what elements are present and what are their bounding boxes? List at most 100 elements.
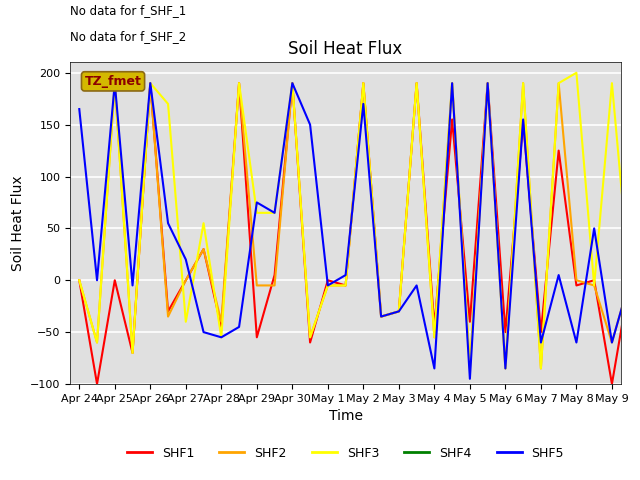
- SHF5: [129, 283, 136, 288]
- SHF1: [537, 329, 545, 335]
- SHF2: [484, 80, 492, 86]
- SHF5: [111, 80, 118, 86]
- Legend: SHF1, SHF2, SHF3, SHF4, SHF5: SHF1, SHF2, SHF3, SHF4, SHF5: [122, 442, 569, 465]
- SHF2: [200, 246, 207, 252]
- SHF3: [76, 277, 83, 283]
- SHF3: [164, 101, 172, 107]
- SHF5: [590, 226, 598, 231]
- SHF3: [271, 210, 278, 216]
- SHF3: [377, 314, 385, 320]
- SHF3: [608, 80, 616, 86]
- SHF1: [555, 148, 563, 154]
- SHF3: [448, 80, 456, 86]
- SHF3: [555, 80, 563, 86]
- SHF5: [626, 277, 634, 283]
- SHF2: [395, 309, 403, 314]
- SHF5: [377, 314, 385, 320]
- Line: SHF3: SHF3: [79, 73, 630, 369]
- Text: No data for f_SHF_2: No data for f_SHF_2: [70, 30, 187, 43]
- SHF5: [537, 340, 545, 346]
- SHF2: [93, 340, 101, 346]
- SHF2: [76, 277, 83, 283]
- Line: SHF5: SHF5: [79, 83, 630, 379]
- SHF2: [413, 80, 420, 86]
- SHF3: [253, 210, 260, 216]
- SHF5: [448, 80, 456, 86]
- SHF1: [395, 309, 403, 314]
- SHF5: [413, 283, 420, 288]
- SHF2: [182, 277, 189, 283]
- SHF2: [164, 314, 172, 320]
- SHF1: [608, 381, 616, 387]
- SHF5: [360, 101, 367, 107]
- SHF5: [573, 340, 580, 346]
- SHF1: [200, 246, 207, 252]
- SHF1: [573, 283, 580, 288]
- SHF2: [111, 80, 118, 86]
- SHF5: [218, 335, 225, 340]
- SHF2: [519, 80, 527, 86]
- Text: No data for f_SHF_1: No data for f_SHF_1: [70, 4, 187, 17]
- SHF3: [129, 350, 136, 356]
- SHF2: [253, 283, 260, 288]
- SHF3: [111, 80, 118, 86]
- SHF5: [324, 283, 332, 288]
- SHF3: [200, 220, 207, 226]
- SHF5: [555, 272, 563, 278]
- Text: TZ_fmet: TZ_fmet: [84, 75, 141, 88]
- SHF5: [307, 122, 314, 128]
- SHF2: [147, 80, 154, 86]
- SHF5: [236, 324, 243, 330]
- SHF3: [182, 319, 189, 324]
- SHF1: [448, 117, 456, 122]
- SHF2: [377, 314, 385, 320]
- SHF5: [289, 80, 296, 86]
- SHF3: [413, 80, 420, 86]
- SHF5: [502, 366, 509, 372]
- SHF2: [466, 366, 474, 372]
- SHF5: [484, 80, 492, 86]
- SHF2: [289, 80, 296, 86]
- SHF3: [218, 335, 225, 340]
- SHF1: [147, 80, 154, 86]
- SHF5: [164, 220, 172, 226]
- SHF3: [93, 340, 101, 346]
- SHF1: [182, 277, 189, 283]
- SHF3: [502, 366, 509, 372]
- SHF3: [466, 366, 474, 372]
- SHF5: [147, 80, 154, 86]
- SHF2: [218, 319, 225, 324]
- SHF1: [324, 277, 332, 283]
- SHF3: [537, 366, 545, 372]
- SHF2: [555, 80, 563, 86]
- SHF1: [236, 80, 243, 86]
- SHF1: [502, 329, 509, 335]
- SHF1: [484, 80, 492, 86]
- SHF1: [360, 80, 367, 86]
- SHF2: [129, 350, 136, 356]
- SHF5: [253, 200, 260, 205]
- SHF3: [236, 80, 243, 86]
- SHF3: [360, 80, 367, 86]
- SHF1: [289, 80, 296, 86]
- SHF2: [573, 277, 580, 283]
- Line: SHF2: SHF2: [79, 83, 630, 369]
- SHF3: [590, 283, 598, 288]
- SHF3: [289, 80, 296, 86]
- SHF5: [466, 376, 474, 382]
- SHF2: [324, 283, 332, 288]
- SHF1: [271, 272, 278, 278]
- SHF5: [76, 106, 83, 112]
- SHF3: [395, 309, 403, 314]
- SHF5: [93, 277, 101, 283]
- SHF1: [111, 277, 118, 283]
- SHF1: [377, 314, 385, 320]
- SHF1: [519, 119, 527, 124]
- SHF1: [253, 335, 260, 340]
- SHF1: [164, 309, 172, 314]
- SHF1: [466, 319, 474, 324]
- SHF3: [324, 283, 332, 288]
- SHF1: [342, 283, 349, 288]
- SHF2: [502, 366, 509, 372]
- SHF1: [93, 381, 101, 387]
